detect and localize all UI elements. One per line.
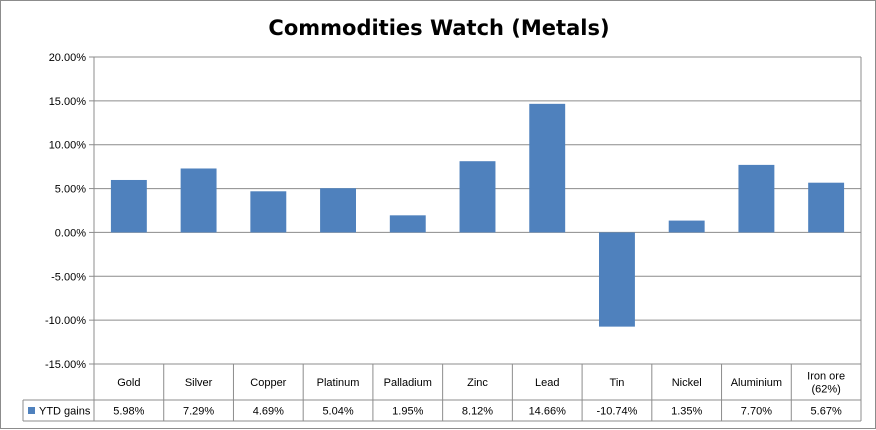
bar-silver xyxy=(180,168,217,233)
data-label: 5.67% xyxy=(811,406,842,418)
y-tick-label: -15.00% xyxy=(45,359,86,371)
y-tick-label: 10.00% xyxy=(49,140,87,152)
y-tick-label: 15.00% xyxy=(49,96,87,108)
y-tick-label: 0.00% xyxy=(55,227,86,239)
data-label: 7.70% xyxy=(741,406,772,418)
bar-aluminium xyxy=(738,164,775,233)
data-label: 4.69% xyxy=(253,406,284,418)
data-label: 5.98% xyxy=(113,406,144,418)
data-label: 1.35% xyxy=(671,406,702,418)
category-label: Copper xyxy=(250,377,286,389)
bar-lead xyxy=(529,103,566,233)
y-tick-label: -10.00% xyxy=(45,315,86,327)
chart-title: Commodities Watch (Metals) xyxy=(268,16,609,40)
bar-palladium xyxy=(389,215,426,233)
bar-nickel xyxy=(668,220,705,233)
data-table: Gold 5.98% Silver 7.29% Copper 4.69% Platinum 5… xyxy=(22,363,862,422)
category-label: Tin xyxy=(610,377,625,389)
y-tick-label: 5.00% xyxy=(55,184,86,196)
y-tick-label: 20.00% xyxy=(49,52,87,64)
category-label: Platinum xyxy=(317,377,360,389)
y-tick-label: -5.00% xyxy=(51,271,86,283)
bar-platinum xyxy=(320,188,357,233)
category-label: Nickel xyxy=(672,377,702,389)
data-label: 8.12% xyxy=(462,406,493,418)
category-label: Iron ore (62%) xyxy=(807,371,845,396)
category-label: Aluminium xyxy=(731,377,782,389)
category-label: Lead xyxy=(535,377,559,389)
bar-copper xyxy=(250,191,287,233)
legend-label: YTD gains xyxy=(39,406,91,418)
bar-iron-ore-62 xyxy=(808,182,845,233)
category-label: Gold xyxy=(117,377,140,389)
data-label: 7.29% xyxy=(183,406,214,418)
data-label: -10.74% xyxy=(596,406,637,418)
bar-tin xyxy=(598,232,635,327)
category-label: Palladium xyxy=(384,377,432,389)
category-label: Zinc xyxy=(467,377,488,389)
axis-layer: 20.00% 15.00% 10.00% 5.00% 0.00% -5.00% -10.00… xyxy=(45,52,862,371)
bar-layer xyxy=(110,103,845,327)
bar-zinc xyxy=(459,161,496,233)
data-label: 1.95% xyxy=(392,406,423,418)
bar-gold xyxy=(110,179,147,233)
category-label: Silver xyxy=(185,377,213,389)
data-label: 5.04% xyxy=(322,406,353,418)
legend-swatch xyxy=(28,407,35,414)
data-label: 14.66% xyxy=(529,406,567,418)
